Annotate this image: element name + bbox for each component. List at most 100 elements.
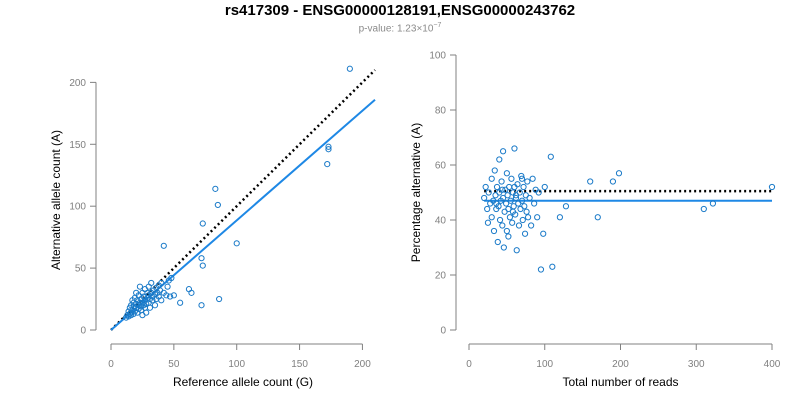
- y-tick-label: 40: [435, 216, 447, 227]
- data-point: [496, 156, 503, 163]
- data-point: [519, 216, 526, 224]
- data-point: [529, 175, 536, 182]
- x-tick-label: 150: [291, 359, 308, 370]
- data-point: [520, 183, 527, 191]
- y-tick-label: 80: [435, 106, 447, 117]
- data-point: [537, 266, 545, 273]
- data-point: [508, 175, 515, 182]
- data-point: [324, 160, 331, 168]
- data-point: [149, 297, 156, 304]
- data-point: [198, 255, 205, 262]
- data-point: [166, 293, 174, 300]
- data-point: [509, 219, 516, 226]
- data-point: [505, 205, 512, 213]
- figure-title: rs417309 - ENSG00000128191,ENSG000002437…: [224, 2, 576, 19]
- y-tick-label: 0: [80, 326, 86, 337]
- data-point: [547, 153, 554, 160]
- data-point: [524, 178, 531, 185]
- data-point: [521, 230, 529, 237]
- data-point: [524, 214, 532, 221]
- data-point: [521, 203, 528, 210]
- data-point: [518, 197, 526, 204]
- y-tick-label: 0: [440, 326, 446, 337]
- data-point: [493, 183, 501, 191]
- data-point: [494, 238, 501, 246]
- data-point: [500, 244, 507, 251]
- data-point: [498, 178, 505, 185]
- data-point: [534, 214, 541, 221]
- x-tick-label: 100: [536, 359, 553, 370]
- x-axis-title: Total number of reads: [562, 375, 678, 389]
- data-point: [490, 227, 498, 235]
- data-point: [700, 205, 707, 213]
- y-tick-label: 200: [69, 78, 86, 89]
- x-tick-label: 0: [466, 359, 472, 370]
- data-point: [158, 279, 165, 287]
- figure-subtitle: p-value: 1.23×10−7: [0, 22, 800, 34]
- data-point: [143, 309, 150, 316]
- data-point: [515, 222, 523, 229]
- right-scatter-panel: 0 100 200 300 400 0 20 40 60 80 100 Total number of…: [409, 51, 781, 390]
- data-point: [526, 194, 533, 202]
- data-point: [506, 183, 513, 191]
- data-point: [709, 200, 717, 207]
- data-point: [185, 286, 193, 293]
- data-point: [168, 274, 175, 282]
- subtitle-base: 10: [422, 23, 434, 35]
- y-tick-label: 20: [435, 271, 447, 282]
- data-point: [513, 247, 520, 254]
- data-point: [562, 203, 570, 210]
- x-tick-label: 200: [354, 359, 371, 370]
- data-point: [505, 233, 512, 240]
- data-point: [481, 194, 488, 202]
- data-point: [523, 208, 530, 215]
- data-point: [164, 283, 171, 290]
- y-tick-label: 100: [69, 202, 86, 213]
- y-axis-title: Alternative allele count (A): [49, 130, 63, 270]
- data-point: [503, 200, 510, 207]
- data-point: [493, 200, 500, 207]
- data-point: [198, 302, 205, 309]
- data-point: [556, 214, 564, 221]
- data-point: [512, 194, 520, 202]
- subtitle-exponent: −7: [433, 22, 442, 29]
- data-point: [346, 65, 353, 72]
- data-point: [506, 214, 514, 221]
- data-point: [136, 283, 144, 290]
- reference-line: [110, 69, 376, 331]
- subtitle-prefix: p-value: 1.23: [358, 23, 417, 35]
- x-tick-label: 100: [228, 359, 245, 370]
- x-tick-label: 50: [168, 359, 180, 370]
- data-point: [199, 262, 206, 269]
- data-point: [499, 194, 507, 202]
- x-tick-label: 400: [764, 359, 781, 370]
- x-axis-title: Reference allele count (G): [173, 375, 313, 389]
- data-point: [325, 146, 332, 153]
- data-point: [146, 304, 154, 311]
- data-point: [609, 178, 617, 185]
- data-point: [484, 219, 492, 226]
- data-point: [496, 216, 504, 224]
- data-point: [216, 295, 223, 303]
- data-point: [141, 286, 149, 293]
- x-tick-label: 200: [612, 359, 629, 370]
- data-point: [511, 145, 518, 152]
- data-point: [484, 205, 491, 213]
- data-point: [615, 170, 623, 177]
- data-point: [177, 299, 184, 306]
- left-scatter-panel: 0 50 100 150 200 0 50 100 150 200 Reference allele…: [49, 65, 376, 389]
- data-point: [768, 183, 776, 191]
- data-point: [485, 189, 492, 196]
- data-point: [488, 175, 495, 182]
- data-point: [507, 197, 514, 204]
- data-point: [504, 192, 511, 199]
- x-tick-label: 0: [108, 359, 114, 370]
- data-point: [488, 214, 495, 221]
- data-point: [512, 192, 520, 199]
- data-point: [233, 240, 240, 247]
- data-point: [531, 200, 538, 207]
- data-point: [587, 178, 594, 185]
- data-point: [325, 143, 332, 150]
- data-point: [594, 214, 601, 221]
